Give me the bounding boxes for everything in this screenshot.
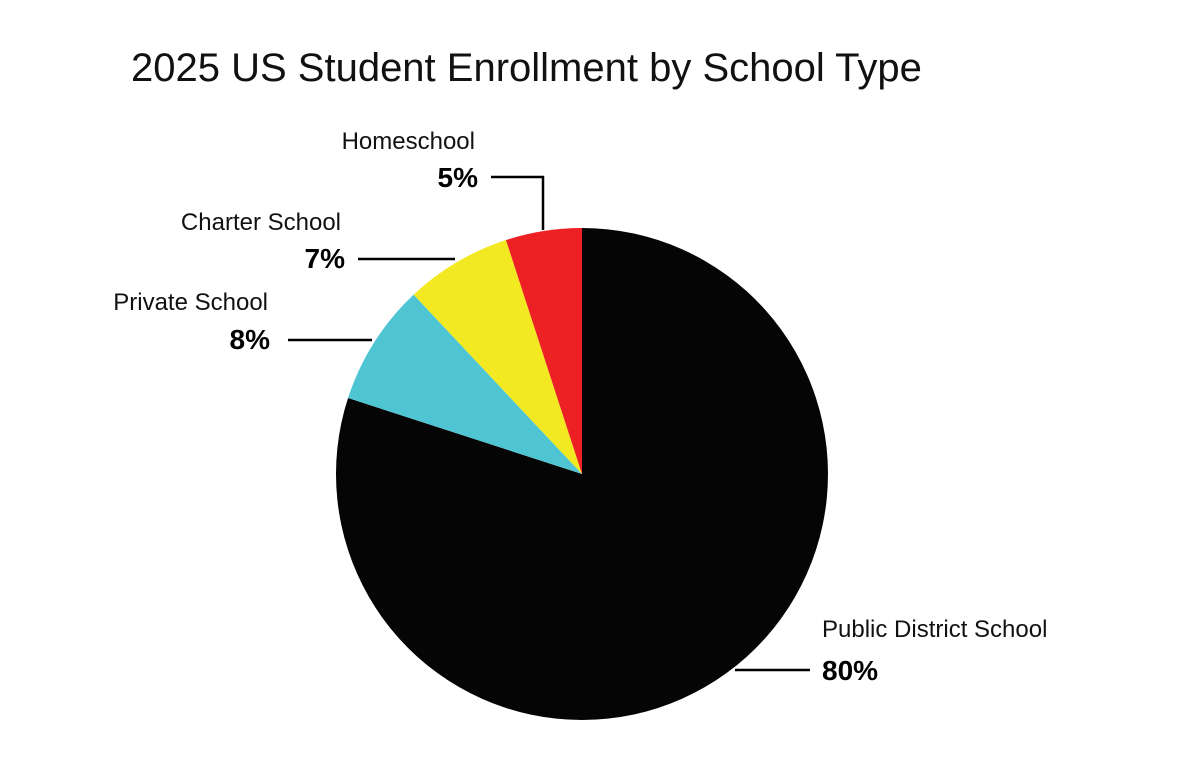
slice-value-public-district-school: 80%: [822, 655, 878, 686]
slice-label-public-district-school: Public District School: [822, 616, 1047, 643]
pie-slice-homeschool: [505, 228, 582, 474]
slice-label-private-school: Private School: [113, 289, 268, 316]
slice-label-homeschool: Homeschool: [342, 128, 475, 155]
pie-slice-private-school: [348, 294, 582, 474]
pie-slice-charter-school: [413, 240, 582, 474]
leader-line-homeschool: [491, 175, 545, 230]
slice-value-homeschool: 5%: [438, 162, 479, 193]
slice-value-charter-school: 7%: [305, 243, 346, 274]
chart-title: 2025 US Student Enrollment by School Typ…: [131, 46, 922, 90]
slice-label-charter-school: Charter School: [181, 209, 341, 236]
slice-value-private-school: 8%: [230, 324, 271, 355]
